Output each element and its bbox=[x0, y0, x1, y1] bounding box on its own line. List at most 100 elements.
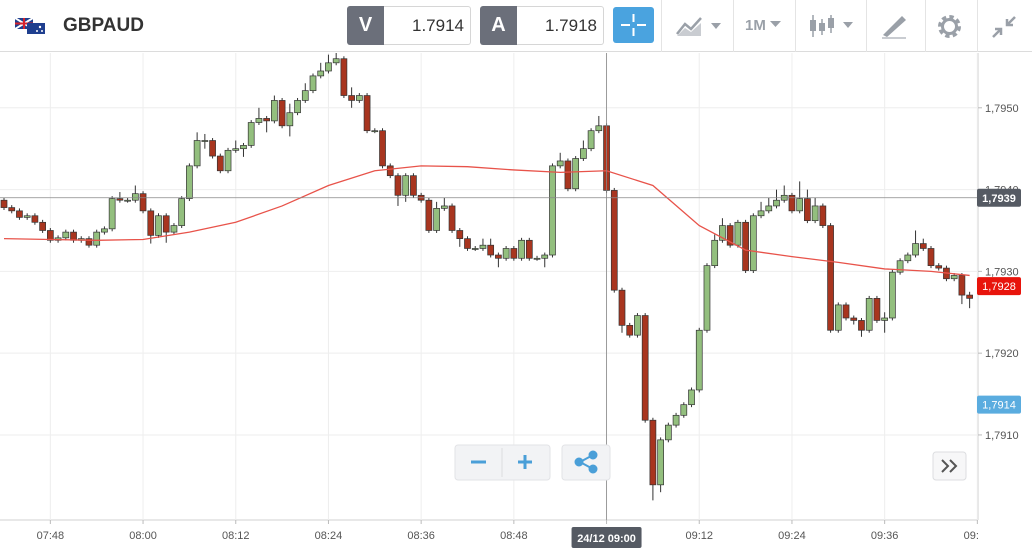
candle-body bbox=[788, 194, 796, 212]
crosshair-button[interactable] bbox=[613, 7, 654, 43]
candle-body bbox=[502, 248, 510, 259]
candle-body bbox=[155, 215, 162, 236]
crosshair-x-label: 24/12 09:00 bbox=[577, 533, 636, 545]
candle-body bbox=[711, 239, 719, 266]
share-icon bbox=[574, 450, 598, 474]
candle-body bbox=[16, 210, 23, 218]
candle-body bbox=[255, 118, 263, 123]
candle-body bbox=[247, 122, 255, 146]
candle-type-button[interactable] bbox=[808, 13, 856, 39]
candle-body bbox=[966, 294, 973, 299]
candle-body bbox=[757, 210, 765, 217]
candle-body bbox=[641, 315, 649, 421]
candle-body bbox=[618, 289, 626, 326]
candle-body bbox=[232, 148, 240, 151]
candle-body bbox=[549, 165, 556, 256]
candle-body bbox=[664, 424, 672, 441]
bid-button[interactable]: V bbox=[347, 6, 384, 45]
candle-body bbox=[518, 239, 525, 259]
separator bbox=[925, 0, 926, 52]
candle-body bbox=[8, 207, 16, 212]
candle-body bbox=[46, 230, 54, 241]
candle-body bbox=[564, 160, 572, 190]
candle-body bbox=[634, 315, 641, 336]
candle-body bbox=[927, 248, 935, 266]
price-tag bbox=[977, 395, 1021, 414]
candle-body bbox=[363, 95, 371, 132]
timeframe-button[interactable]: 1M bbox=[745, 17, 766, 34]
settings-button[interactable] bbox=[936, 13, 963, 40]
symbol: GBPAUD bbox=[63, 15, 144, 36]
candle-body bbox=[317, 70, 325, 77]
candle-body bbox=[773, 199, 780, 207]
toolbar: GBPAUD V 1.7914 A 1.7918 1M bbox=[0, 0, 1032, 52]
candle-body bbox=[402, 175, 410, 196]
share-button[interactable] bbox=[561, 444, 611, 481]
candle-body bbox=[271, 100, 278, 122]
candle-body bbox=[301, 90, 309, 101]
drawing-button[interactable] bbox=[880, 13, 908, 39]
candle-body bbox=[116, 198, 124, 201]
candle-body bbox=[85, 238, 93, 246]
candle-body bbox=[394, 175, 402, 196]
candle-body bbox=[162, 215, 170, 233]
crosshair-x-tag bbox=[571, 527, 642, 548]
candle-body bbox=[703, 265, 711, 331]
x-tick-label: 08:36 bbox=[407, 530, 435, 542]
candle-body bbox=[912, 243, 919, 256]
y-tick-label: 1,7950 bbox=[985, 103, 1019, 115]
candle-body bbox=[827, 225, 834, 331]
separator bbox=[733, 0, 734, 52]
candle-body bbox=[348, 95, 355, 101]
bid-price: 1.7914 bbox=[384, 6, 471, 45]
candle-body bbox=[510, 248, 518, 259]
flag-icon bbox=[15, 18, 45, 34]
candle-body bbox=[541, 254, 549, 259]
candle-body bbox=[386, 165, 394, 177]
x-tick-label: 08:00 bbox=[129, 530, 157, 542]
separator bbox=[866, 0, 867, 52]
candle-body bbox=[881, 317, 889, 321]
zoom-in-button[interactable] bbox=[518, 455, 532, 469]
candle-body bbox=[101, 228, 108, 233]
candle-body bbox=[726, 225, 734, 246]
x-tick-label: 08:12 bbox=[222, 530, 250, 542]
separator bbox=[661, 0, 662, 52]
x-tick-label: 09:12 bbox=[685, 530, 713, 542]
candle-body bbox=[448, 205, 456, 231]
chart-type-button[interactable] bbox=[675, 14, 725, 38]
candle-body bbox=[170, 225, 178, 233]
candle-body bbox=[379, 130, 386, 167]
candle-body bbox=[178, 198, 186, 226]
collapse-button[interactable] bbox=[990, 14, 1018, 40]
candle-body bbox=[649, 419, 657, 486]
candle-body bbox=[834, 304, 842, 331]
candle-body bbox=[533, 257, 541, 260]
crosshair-y-tag bbox=[977, 188, 1021, 207]
candle-body bbox=[919, 243, 927, 249]
candle-body bbox=[556, 160, 564, 167]
candle-body bbox=[719, 225, 726, 241]
candle-body bbox=[850, 317, 858, 321]
x-tick-label: 08:24 bbox=[315, 530, 343, 542]
candle-body bbox=[935, 265, 943, 269]
moving-average bbox=[3, 165, 970, 277]
candle-body bbox=[842, 304, 850, 319]
y-tick-label: 1,7910 bbox=[985, 430, 1019, 442]
candle-body bbox=[811, 205, 819, 222]
candle-body bbox=[479, 244, 487, 249]
candle-body bbox=[958, 275, 966, 296]
chevrons bbox=[941, 459, 958, 473]
ask-button[interactable]: A bbox=[480, 6, 517, 45]
separator bbox=[795, 0, 796, 52]
candle-body bbox=[950, 275, 958, 280]
candle-body bbox=[201, 140, 209, 142]
candle-body bbox=[356, 95, 363, 101]
candle-body bbox=[23, 215, 31, 218]
candle-body bbox=[224, 149, 232, 172]
candle-body bbox=[587, 130, 595, 150]
candle-body bbox=[425, 199, 433, 231]
scroll-right-button[interactable] bbox=[932, 451, 967, 481]
candle-body bbox=[294, 100, 301, 114]
candle-body bbox=[440, 205, 448, 209]
